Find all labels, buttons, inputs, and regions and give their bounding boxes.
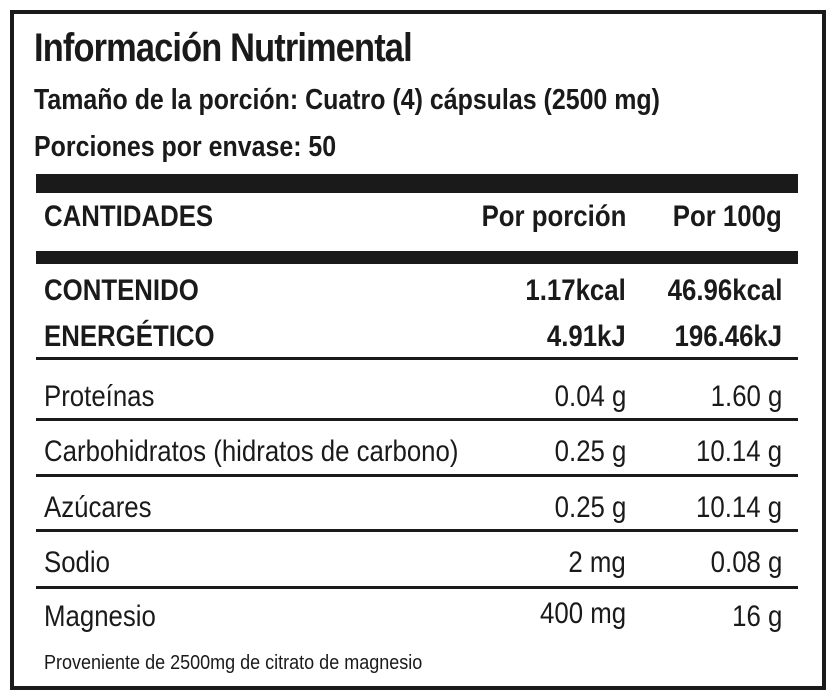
footnote: Proveniente de 2500mg de citrato de magn…	[44, 652, 423, 674]
row-divider	[36, 529, 798, 532]
row-sodium-name: Sodio	[44, 546, 110, 579]
row-protein-per-serving: 0.04 g	[554, 380, 626, 413]
energy-kj-per-100g: 196.46kJ	[674, 320, 782, 353]
servings-per-container: Porciones por envase: 50	[34, 131, 337, 163]
row-protein-name: Proteínas	[44, 380, 155, 413]
row-magnesium-name: Magnesio	[44, 600, 156, 633]
row-carbs-per-100g: 10.14 g	[695, 435, 782, 468]
header-per-serving: Por porción	[481, 200, 626, 233]
energy-kcal-per-100g: 46.96kcal	[667, 274, 782, 307]
serving-size: Tamaño de la porción: Cuatro (4) cápsula…	[34, 84, 660, 116]
thick-divider	[36, 174, 798, 193]
row-magnesium-per-serving: 400 mg	[539, 597, 626, 630]
row-carbs-per-serving: 0.25 g	[554, 435, 626, 468]
energy-kcal-per-serving: 1.17kcal	[525, 274, 626, 307]
row-protein-per-100g: 1.60 g	[710, 380, 782, 413]
nutrition-facts-panel	[10, 10, 826, 690]
label-title: Información Nutrimental	[34, 26, 413, 70]
energy-label-line2: ENERGÉTICO	[44, 320, 215, 353]
row-sodium-per-serving: 2 mg	[568, 546, 626, 579]
medium-divider	[36, 251, 798, 264]
row-divider	[36, 586, 798, 589]
row-divider	[36, 357, 798, 360]
row-sugars-per-serving: 0.25 g	[554, 491, 626, 524]
row-sugars-per-100g: 10.14 g	[695, 491, 782, 524]
energy-kj-per-serving: 4.91kJ	[547, 320, 626, 353]
row-carbs-name: Carbohidratos (hidratos de carbono)	[44, 435, 459, 468]
energy-label-line1: CONTENIDO	[44, 274, 199, 307]
row-divider	[36, 474, 798, 477]
header-quantities: CANTIDADES	[44, 200, 214, 233]
row-sugars-name: Azúcares	[44, 491, 152, 524]
header-per-100g: Por 100g	[673, 200, 782, 233]
row-divider	[36, 418, 798, 421]
row-sodium-per-100g: 0.08 g	[710, 546, 782, 579]
row-magnesium-per-100g: 16 g	[731, 600, 782, 633]
